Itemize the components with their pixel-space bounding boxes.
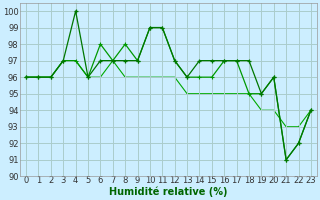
- X-axis label: Humidité relative (%): Humidité relative (%): [109, 187, 228, 197]
